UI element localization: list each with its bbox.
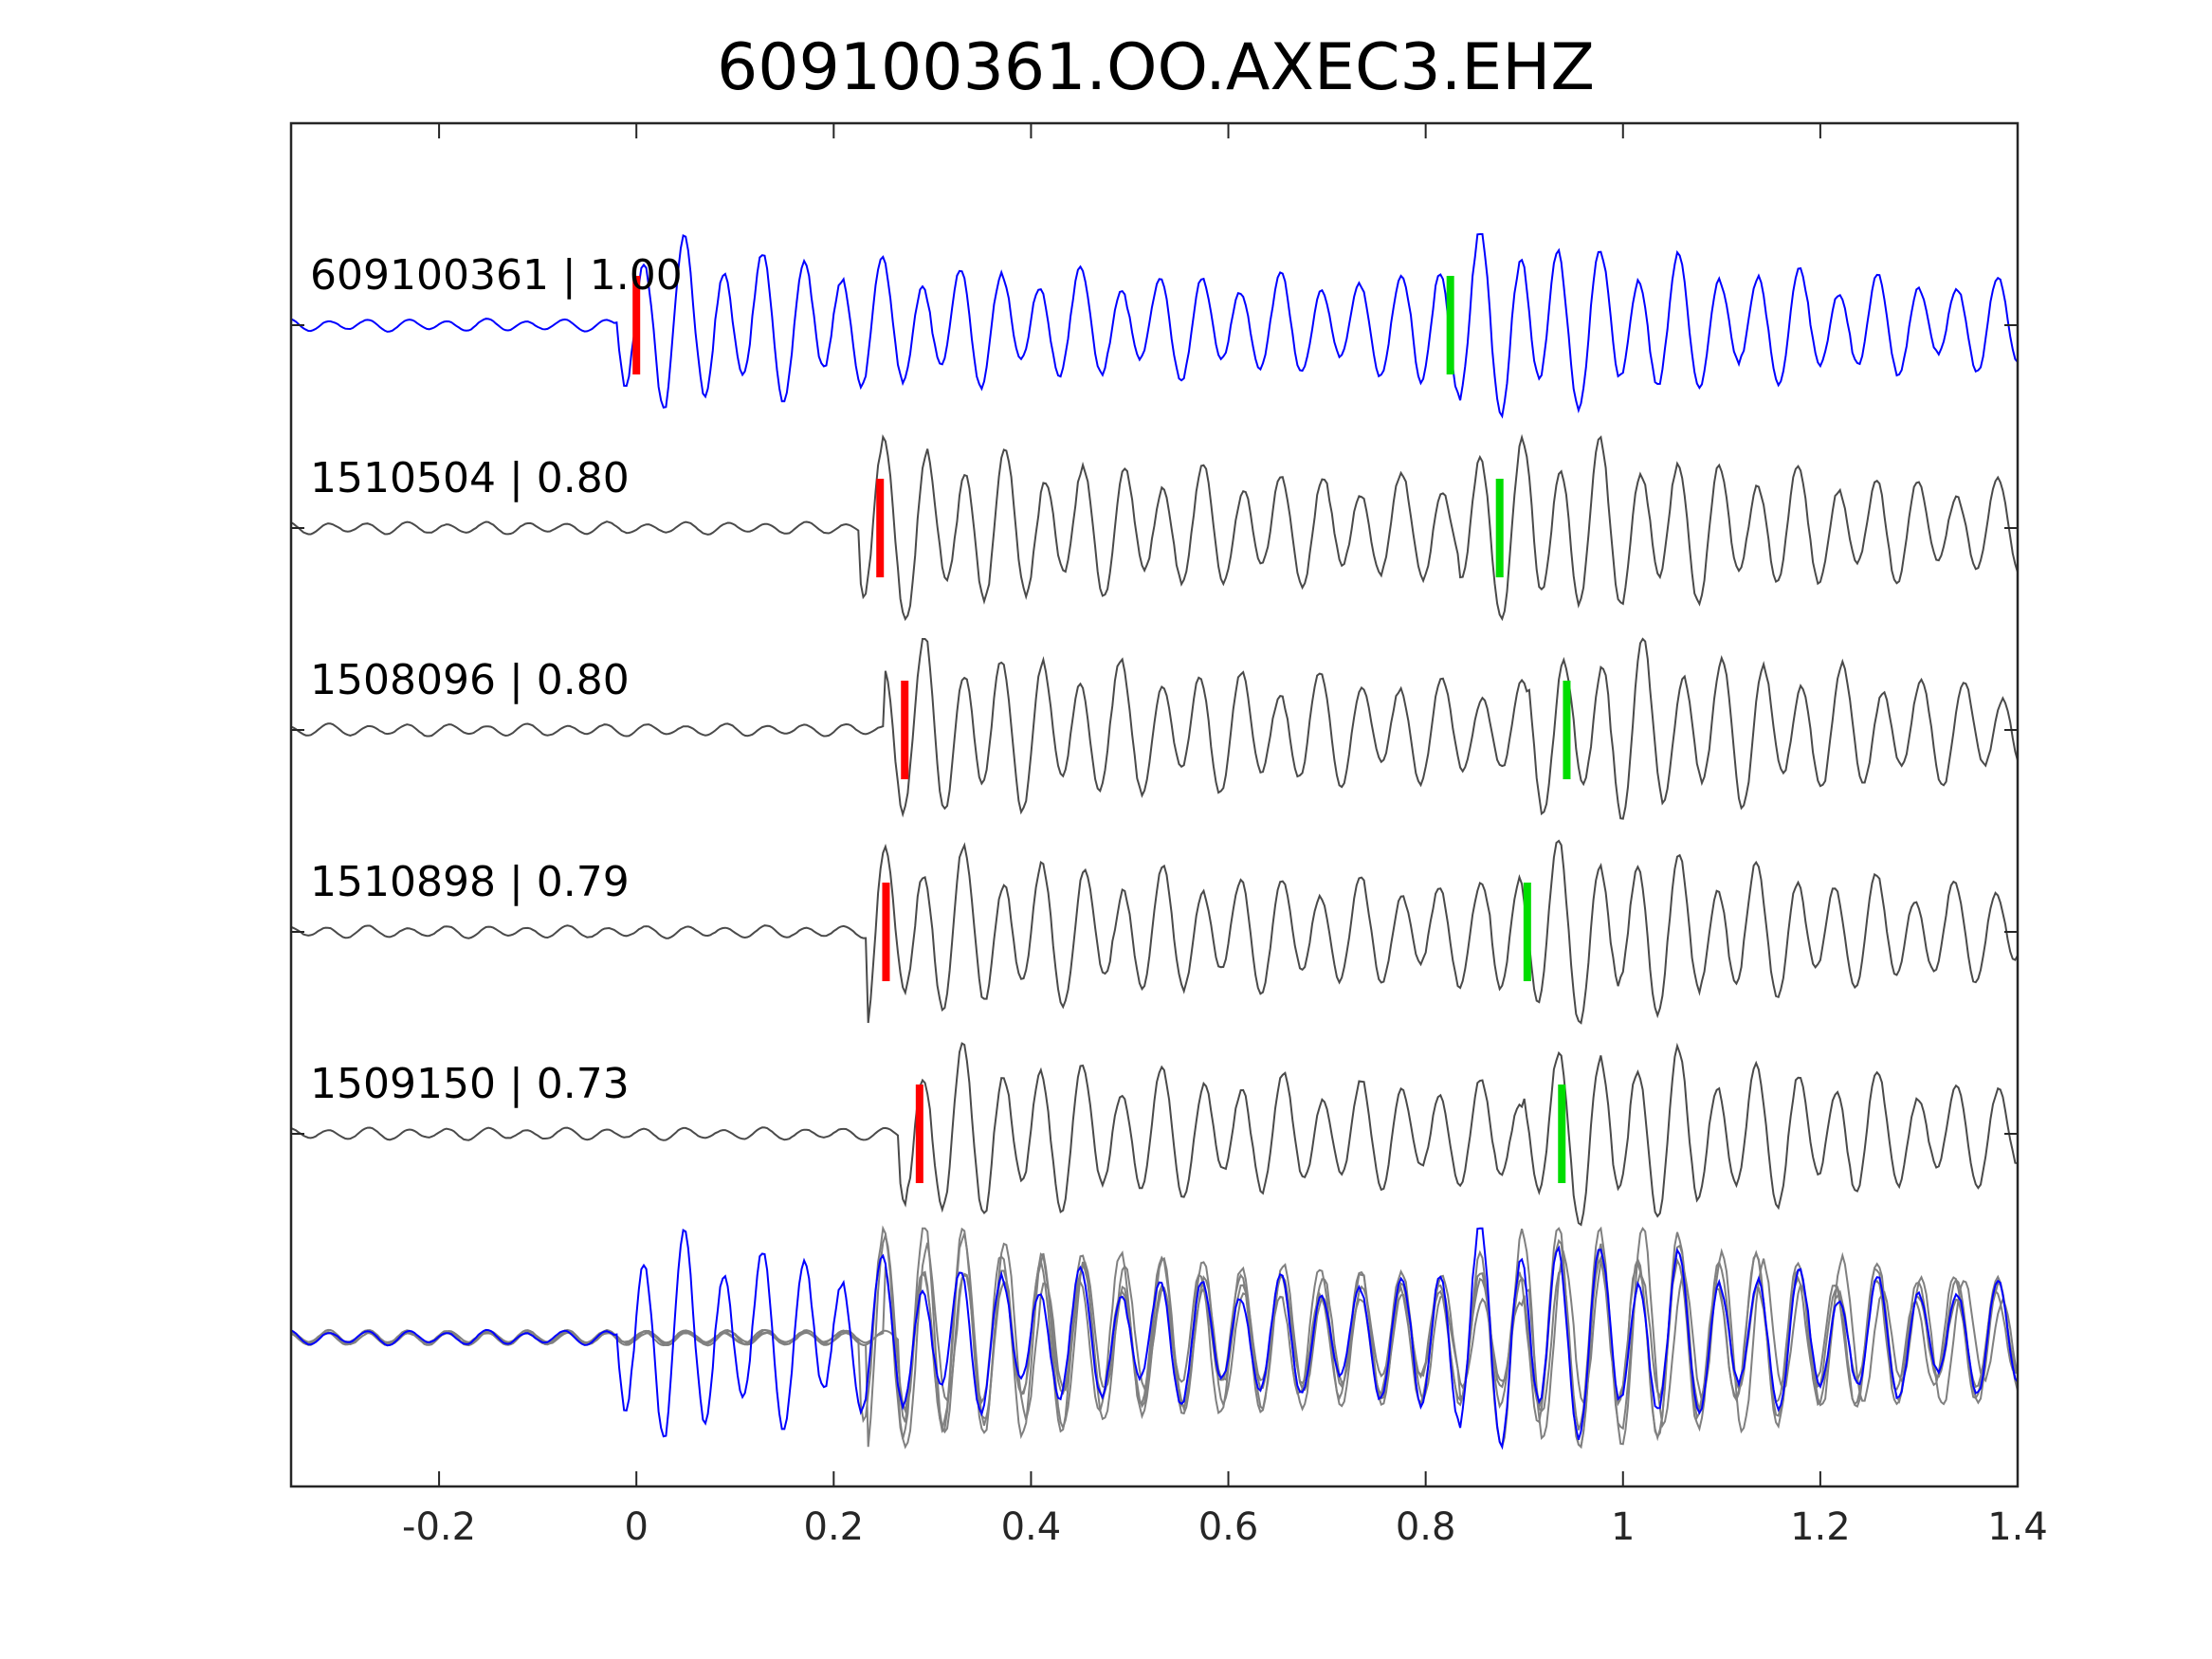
x-tick-label-5: 0.8 [1396, 1505, 1456, 1549]
trace-line-3 [290, 839, 2019, 1025]
trace-line-4 [290, 1042, 2019, 1227]
x-tick-label-7: 1.2 [1790, 1505, 1851, 1549]
x-tick-label-3: 0.4 [1001, 1505, 1062, 1549]
trace-labels: 609100361 | 1.00 1510504 | 0.80 1508096 | … [310, 251, 683, 1108]
trace-label-3: 1510898 | 0.79 [310, 858, 630, 906]
x-tick-label-8: 1.4 [1987, 1505, 2048, 1549]
trace-label-0: 609100361 | 1.00 [310, 251, 683, 300]
trace-label-4: 1509150 | 0.73 [310, 1060, 630, 1108]
plot-frame [289, 121, 2020, 1488]
x-tick-label-4: 0.6 [1198, 1505, 1259, 1549]
x-tick-label-2: 0.2 [804, 1505, 865, 1549]
overlay-line-template [290, 1227, 2019, 1450]
chart-title: 609100361.OO.AXEC3.EHZ [717, 30, 1595, 105]
phase-picks [632, 276, 1571, 1183]
trace-line-1 [290, 433, 2019, 622]
x-tick-label-1: 0 [624, 1505, 648, 1549]
waveform-traces [290, 233, 2019, 1227]
overlay-stack [290, 1225, 2019, 1450]
trace-label-2: 1508096 | 0.80 [310, 656, 630, 704]
trace-label-1: 1510504 | 0.80 [310, 454, 630, 502]
trace-line-0 [290, 233, 2019, 419]
x-tick-label-6: 1 [1611, 1505, 1635, 1549]
x-tick-label-0: -0.2 [402, 1505, 476, 1549]
axes-frame: -0.2 0 0.2 0.4 0.6 0.8 1 1.2 1.4 [289, 121, 2048, 1549]
trace-line-2 [290, 637, 2019, 820]
